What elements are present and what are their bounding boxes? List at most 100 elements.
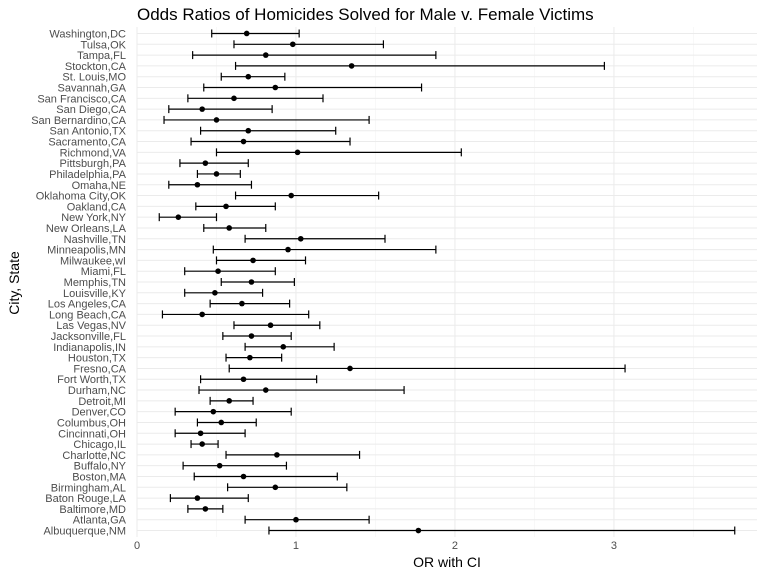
x-tick-labels: 0 1 2 3 [134, 540, 617, 552]
city-label: Chicago,IL [73, 439, 126, 451]
ci-item [182, 461, 288, 470]
ci-item [233, 321, 321, 330]
or-point [240, 376, 247, 383]
or-point [262, 52, 269, 58]
ci-item [199, 375, 318, 384]
ci-item [225, 450, 361, 459]
or-point [213, 117, 220, 123]
or-point [280, 344, 287, 350]
ci-item [174, 429, 246, 438]
ci-item [190, 137, 351, 146]
or-point [250, 257, 256, 264]
city-label: New Orleans,LA [46, 223, 127, 235]
or-point [347, 365, 353, 372]
or-point [240, 138, 247, 145]
y-tick-labels: Albuquerque,NMAtlanta,GABaltimore,MDBato… [31, 28, 126, 537]
city-label: Stockton,CA [65, 61, 127, 73]
or-point [239, 300, 245, 307]
or-point [272, 84, 279, 91]
city-label: Birmingham,AL [51, 482, 126, 494]
or-point [288, 192, 295, 199]
ci-item [196, 169, 241, 178]
or-point [240, 473, 247, 480]
or-point [248, 333, 255, 339]
x-tick-label: 0 [134, 540, 140, 552]
city-label: Las Vegas,NV [56, 320, 126, 332]
city-label: Charlotte,NC [62, 450, 126, 462]
city-label: Baltimore,MD [59, 504, 126, 516]
city-label: Omaha,NE [72, 180, 126, 192]
or-point [199, 106, 205, 112]
ci-item [244, 342, 335, 351]
or-point [226, 398, 233, 404]
x-axis-title: OR with CI [413, 554, 481, 570]
ci-item [209, 396, 254, 405]
ci-item [187, 94, 324, 103]
city-label: Miami,FL [81, 266, 126, 278]
city-label: Richmond,VA [60, 147, 127, 159]
ci-item [168, 180, 253, 189]
city-label: St. Louis,MO [62, 72, 126, 84]
city-label: Cincinnati,OH [58, 428, 126, 440]
ci-item [234, 191, 380, 200]
or-point [215, 268, 221, 274]
or-point [202, 506, 209, 512]
city-label: Louisville,KY [63, 288, 127, 300]
city-label: Washington,DC [49, 28, 126, 40]
or-point [267, 322, 274, 329]
chart-title: Odds Ratios of Homicides Solved for Male… [137, 5, 594, 24]
ci-item [174, 407, 292, 416]
city-label: Baton Rouge,LA [45, 493, 126, 505]
ci-item [268, 526, 736, 535]
ci-item [220, 72, 286, 81]
city-label: Tampa,FL [77, 50, 126, 62]
ci-item [203, 223, 267, 232]
ci-item [222, 332, 292, 341]
ci-item [193, 472, 338, 481]
ci-item [220, 278, 295, 286]
ci-item [195, 202, 276, 211]
city-label: Savannah,GA [58, 83, 127, 95]
ci-item [184, 288, 264, 297]
or-point [226, 225, 233, 231]
ci-item [244, 515, 370, 524]
or-point [289, 41, 296, 48]
ci-series [158, 29, 736, 535]
ci-item [209, 299, 291, 308]
city-label: San Bernardino,CA [31, 115, 126, 127]
city-label: Nashville,TN [64, 234, 126, 246]
or-point [199, 311, 205, 318]
city-label: Pittsburgh,PA [60, 158, 127, 170]
city-label: Buffalo,NY [74, 461, 127, 473]
city-label: San Francisco,CA [37, 93, 126, 105]
or-point [245, 127, 252, 134]
ci-item [233, 40, 385, 49]
ci-item [228, 364, 626, 373]
city-label: Jacksonville,FL [51, 331, 126, 343]
ci-item [227, 483, 348, 492]
city-label: San Diego,CA [56, 104, 126, 116]
or-point [212, 290, 218, 296]
city-label: Indianapolis,IN [53, 342, 126, 354]
or-point [262, 387, 269, 393]
city-label: New York,NY [61, 212, 126, 224]
ci-item [184, 267, 276, 276]
or-point [202, 160, 209, 166]
city-label: Detroit,MI [78, 396, 126, 408]
city-label: Denver,CO [72, 407, 127, 419]
or-point [294, 149, 301, 156]
city-label: Durham,NC [68, 385, 126, 397]
city-label: Houston,TX [68, 353, 127, 365]
ci-item [190, 440, 219, 449]
ci-item [234, 61, 605, 70]
ci-item [215, 256, 307, 265]
x-tick-label: 1 [293, 540, 299, 552]
ci-item [169, 494, 249, 503]
or-point [223, 203, 229, 210]
ci-item [196, 418, 257, 427]
ci-item [215, 148, 462, 157]
or-point [194, 495, 201, 501]
ci-item [168, 105, 273, 114]
or-point [297, 235, 304, 242]
